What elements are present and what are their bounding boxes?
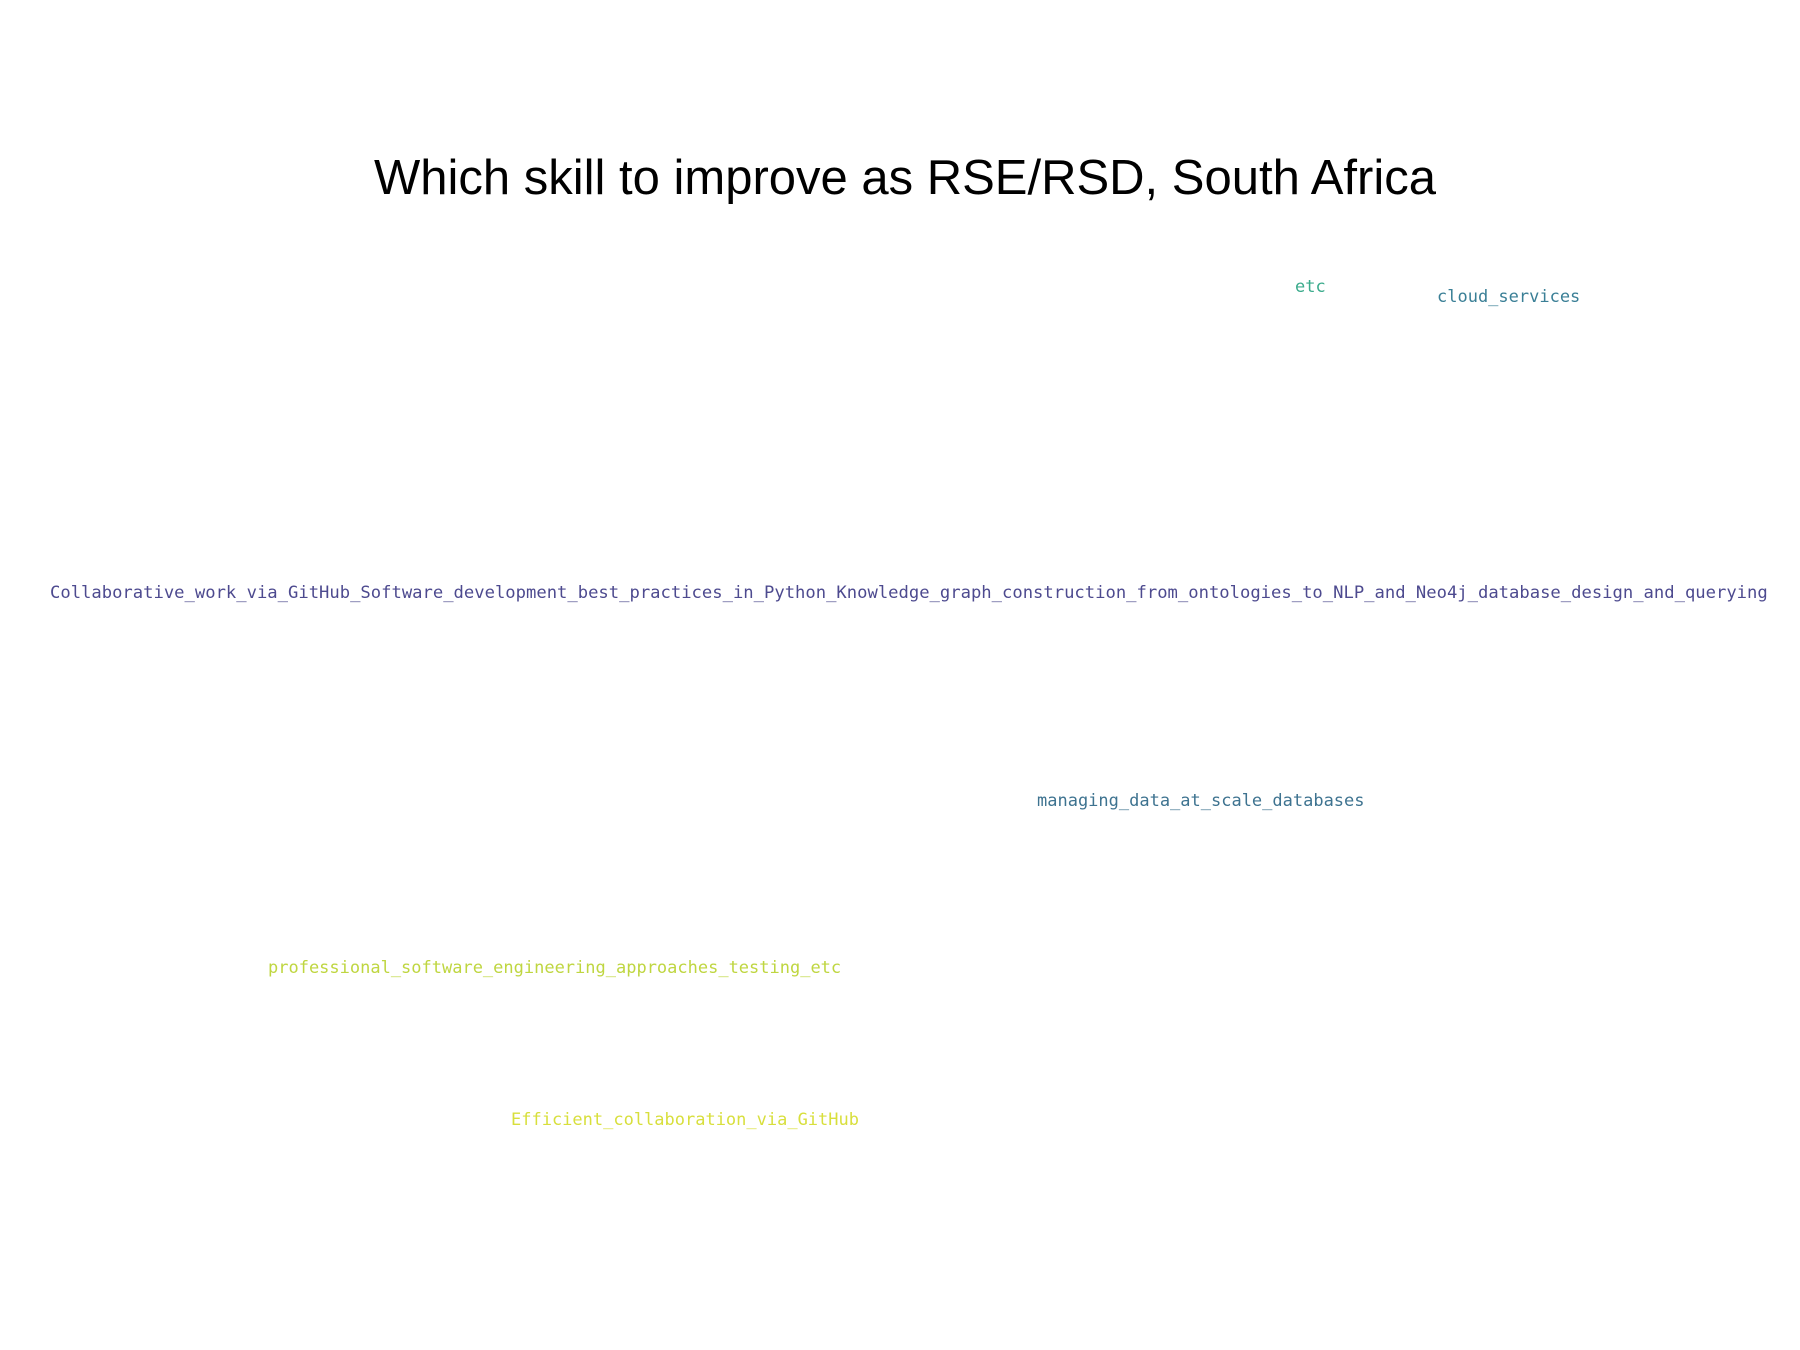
word-efficient-collaboration: Efficient_collaboration_via_GitHub (511, 1110, 859, 1130)
word-managing-data: managing_data_at_scale_databases (1037, 791, 1365, 811)
word-professional-software-engineering: professional_software_engineering_approa… (268, 958, 842, 978)
word-cloud-services: cloud_services (1437, 287, 1581, 307)
chart-title: Which skill to improve as RSE/RSD, South… (373, 151, 1437, 205)
word-collaborative-work: Collaborative_work_via_GitHub_Software_d… (50, 583, 1768, 603)
word-etc: etc (1295, 277, 1326, 297)
